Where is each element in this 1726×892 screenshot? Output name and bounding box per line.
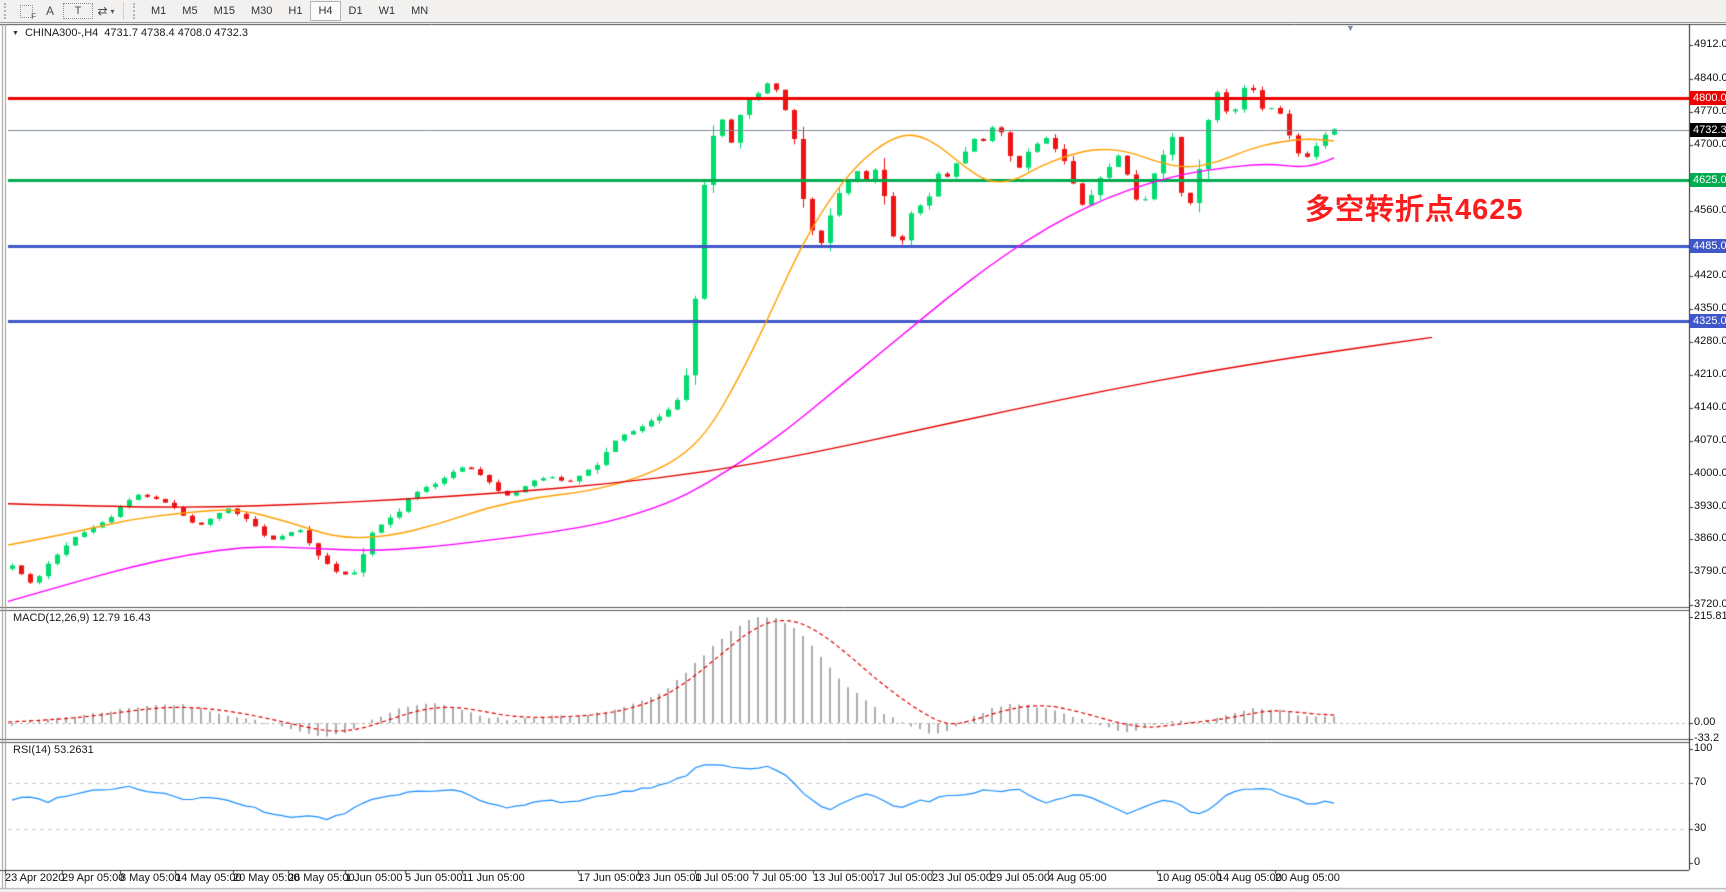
cycle-lines-icon[interactable]: ⇄ ▾ xyxy=(97,4,115,18)
arrow-tool-icon[interactable]: A xyxy=(45,4,54,18)
price-badge-4325.0: 4325.0 xyxy=(1690,313,1726,328)
date-label: 17 Jun 05:00 xyxy=(578,872,642,884)
rsi-indicator-label: RSI(14) 53.2631 xyxy=(13,744,94,756)
toolbar: F A T ⇄ ▾ M1 M5 M15 M30 H1 H4 D1 W1 MN xyxy=(0,0,1726,23)
price-tick-label: 4280.0 xyxy=(1694,335,1726,348)
grid-f-label: F xyxy=(31,12,36,21)
date-label: 17 Jul 05:00 xyxy=(873,872,933,884)
toolbar-grip[interactable] xyxy=(133,3,140,19)
date-label: 14 May 05:00 xyxy=(175,872,242,884)
timeframe-button-M5[interactable]: M5 xyxy=(182,5,198,17)
ohlc-values: 4731.7 4738.4 4708.0 4732.3 xyxy=(104,27,249,39)
price-badge-4485.0: 4485.0 xyxy=(1690,238,1726,253)
date-label: 11 Jun 05:00 xyxy=(462,872,525,884)
timeframe-button-D1[interactable]: D1 xyxy=(348,5,363,17)
date-label: 20 May 05:00 xyxy=(233,872,300,884)
text-tool-icon[interactable]: T xyxy=(63,3,93,19)
price-tick-label: 4350.0 xyxy=(1694,302,1726,315)
toolbar-separator xyxy=(123,2,124,20)
price-badge-4800.0: 4800.0 xyxy=(1690,90,1726,105)
date-label: 8 May 05:00 xyxy=(120,872,181,884)
date-label: 13 Jul 05:00 xyxy=(813,872,873,884)
price-tick-label: 4420.0 xyxy=(1694,269,1726,282)
chevron-down-icon: ▼ xyxy=(12,29,19,37)
date-label: 23 Jun 05:00 xyxy=(638,872,702,884)
price-tick-label: 4770.0 xyxy=(1694,104,1726,117)
date-label: 4 Aug 05:00 xyxy=(1048,872,1107,884)
date-label: 1 Jun 05:00 xyxy=(345,872,403,884)
date-label: 7 Jul 05:00 xyxy=(753,872,807,884)
price-tick-label: 4000.0 xyxy=(1694,466,1726,479)
grid-glyph xyxy=(19,4,33,18)
date-label: 14 Aug 05:00 xyxy=(1217,872,1282,884)
timeframe-button-MN[interactable]: MN xyxy=(411,5,429,17)
price-tick-label: 4210.0 xyxy=(1694,367,1726,380)
chart-title: ▼ CHINA300-,H4 4731.7 4738.4 4708.0 4732… xyxy=(12,27,248,39)
price-tick-label: 3860.0 xyxy=(1694,532,1726,545)
price-badge-4625.0: 4625.0 xyxy=(1690,172,1726,187)
timeframe-button-H1[interactable]: H1 xyxy=(288,5,303,17)
price-tick-label: 3790.0 xyxy=(1694,565,1726,578)
price-tick-label: 4912.0 xyxy=(1694,38,1726,51)
date-label: 1 Jul 05:00 xyxy=(695,872,749,884)
timeframe-button-M30[interactable]: M30 xyxy=(250,5,273,17)
macd-tick-label: 215.81 xyxy=(1694,610,1726,623)
price-tick-label: 4700.0 xyxy=(1694,137,1726,150)
price-tick-label: 3930.0 xyxy=(1694,499,1726,512)
chevron-down-icon: ▾ xyxy=(110,6,115,16)
date-label: 20 Aug 05:00 xyxy=(1275,872,1340,884)
price-tick-label: 4070.0 xyxy=(1694,433,1726,446)
timeframe-bar: M1 M5 M15 M30 H1 H4 D1 W1 MN xyxy=(143,0,436,22)
chart-shift-marker-icon[interactable]: ▼ xyxy=(1346,23,1355,33)
date-label: 29 Jul 05:00 xyxy=(990,872,1050,884)
macd-tick-label: 0.00 xyxy=(1694,715,1716,728)
price-tick-label: 4140.0 xyxy=(1694,400,1726,413)
price-tick-label: 3720.0 xyxy=(1694,598,1726,611)
macd-indicator-label: MACD(12,26,9) 12.79 16.43 xyxy=(13,612,151,624)
date-label: 26 May 05:00 xyxy=(288,872,355,884)
rsi-tick-label: 30 xyxy=(1694,821,1707,834)
timeframe-button-M15[interactable]: M15 xyxy=(213,5,235,17)
timeframe-button-H4[interactable]: H4 xyxy=(310,1,341,21)
crosshair-grid-icon[interactable]: F xyxy=(15,2,37,21)
date-label: 5 Jun 05:00 xyxy=(405,872,463,884)
macd-tick-label: -33.2 xyxy=(1694,732,1720,745)
timeframe-button-W1[interactable]: W1 xyxy=(378,5,396,17)
toolbar-grip[interactable] xyxy=(4,3,11,19)
date-label: 23 Jul 05:00 xyxy=(932,872,992,884)
price-badge-4732.3: 4732.3 xyxy=(1690,122,1726,137)
symbol-period: CHINA300-,H4 xyxy=(24,27,99,39)
price-tick-label: 4560.0 xyxy=(1694,203,1726,216)
timeframe-button-M1[interactable]: M1 xyxy=(151,5,167,17)
date-label: 23 Apr 2020 xyxy=(5,872,65,884)
chart-text-annotation: 多空转折点4625 xyxy=(1305,194,1524,226)
date-label: 10 Aug 05:00 xyxy=(1157,872,1222,884)
rsi-tick-label: 70 xyxy=(1694,776,1707,789)
rsi-tick-label: 0 xyxy=(1694,856,1701,869)
date-label: 29 Apr 05:00 xyxy=(62,872,125,884)
rsi-tick-label: 100 xyxy=(1694,741,1713,754)
price-tick-label: 4840.0 xyxy=(1694,71,1726,84)
